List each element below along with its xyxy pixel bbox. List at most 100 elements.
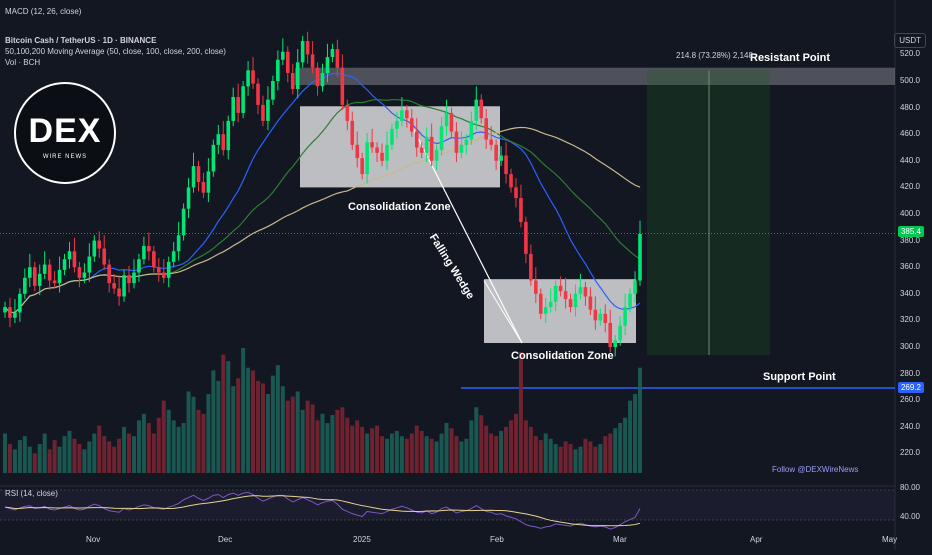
volume-bar [474,407,479,473]
candle-body [538,293,543,314]
volume-bar [429,438,434,473]
candle-body [256,83,260,105]
volume-bar [573,449,578,473]
time-tick-label: May [882,535,898,544]
volume-bar [499,430,504,473]
price-tick-label: 420.0 [899,182,920,192]
time-tick-label: Nov [86,535,101,544]
candle-body [161,272,166,278]
volume-bar [310,404,315,473]
volume-bar [141,413,146,473]
volume-bar [320,413,325,473]
volume-bar [633,394,638,473]
volume-bar [146,423,151,473]
candle-body [236,96,240,113]
candle-body [395,120,399,129]
volume-bar [335,409,340,473]
volume-bar [191,396,196,473]
candle-body [628,293,632,308]
candle-body [37,273,42,286]
volume-bar [67,430,72,473]
candle-body [122,275,126,297]
follow-text: Follow @DEXWireNews [772,465,859,474]
volume-bar [72,438,77,473]
volume-bar [399,436,404,473]
price-tick-label: 220.0 [899,448,920,458]
volume-bar [538,440,543,473]
candle-body [271,81,275,100]
candle-body [474,99,479,121]
candle-body [216,134,221,145]
volume-bar [563,441,568,473]
volume-bar [57,446,62,473]
candle-body [137,259,141,273]
measure-label: 214.8 (73.28%) 2,148 [676,51,753,60]
candle-body [320,73,325,87]
volume-bar [613,428,618,473]
volume-bar [424,436,429,473]
volume-bar [92,433,97,473]
candle-body [558,285,563,292]
volume-bar [112,446,117,473]
currency-button[interactable]: USDT [894,33,926,48]
candle-body [117,288,121,297]
volume-bar [161,400,166,473]
volume-bar [27,446,32,473]
candle-body [534,280,538,294]
volume-bar [7,444,12,473]
price-tick-label: 280.0 [899,368,920,378]
price-tick-label: 440.0 [899,155,920,165]
candle-body [295,62,300,89]
volume-bar [434,441,439,473]
candle-body [196,166,201,183]
candle-body [241,86,245,113]
volume-bar [325,423,330,473]
volume-bar [305,400,310,473]
volume-bar [181,423,186,473]
volume-bar [494,436,499,473]
candle-body [593,309,598,321]
candle-body [171,251,176,262]
volume-bar [583,438,588,473]
rsi-line [4,491,641,530]
price-tick-label: 260.0 [899,395,920,405]
volume-bar [360,426,365,473]
ma-legend: 50,100,200 Moving Average (50, close, 10… [5,47,226,56]
volume-bar [131,436,136,473]
volume-bar [97,425,102,473]
candle-body [72,251,77,268]
candle-body [201,182,206,193]
candle-body [529,253,533,281]
candle-body [325,57,330,74]
volume-bar [136,420,141,473]
candle-body [13,312,17,318]
candle-body [261,104,265,121]
volume-bar [355,420,360,473]
candle-body [409,118,414,132]
volume-bar [107,441,112,473]
volume-bar [518,351,523,473]
volume-bar [528,426,533,473]
symbol-title: Bitcoin Cash / TetherUS · 1D · BINANCE [5,36,157,45]
candle-body [62,259,67,270]
volume-bar [251,370,256,473]
volume-bar [513,413,518,473]
time-tick-label: Mar [613,535,627,544]
volume-bar [166,409,171,473]
candle-body [330,49,335,58]
candle-body [3,307,7,313]
volume-bar [17,440,22,473]
support-price-tag: 269.2 [897,382,924,393]
volume-bar [87,441,92,473]
volume-bar [156,417,161,473]
macd-label: MACD (12, 26, close) [5,7,82,16]
candle-body [52,280,57,284]
candle-body [429,136,434,161]
candle-body [618,325,622,341]
wedge-line-lower [483,280,523,344]
candle-body [484,118,489,140]
volume-bar [548,438,553,473]
candle-body [499,155,503,161]
volume-bar [439,433,444,473]
